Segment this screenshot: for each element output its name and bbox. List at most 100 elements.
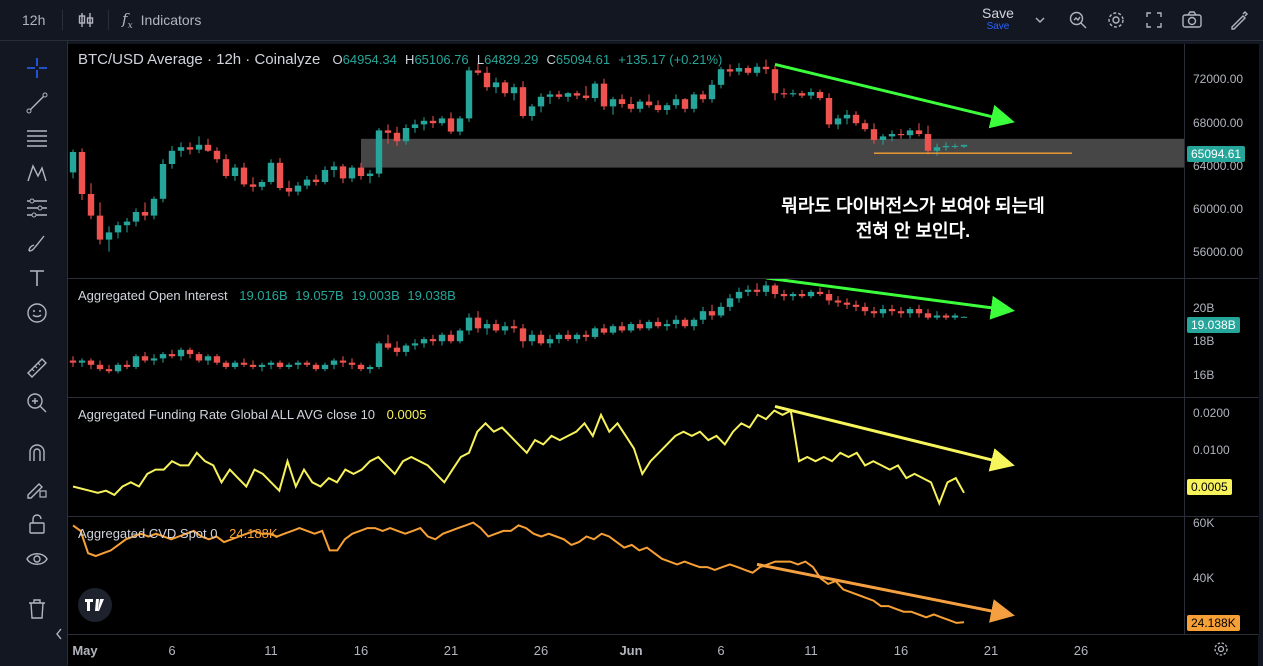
fullscreen-button[interactable] [1144, 0, 1164, 40]
quick-search-button[interactable] [1068, 0, 1088, 40]
brush-tool[interactable] [22, 228, 52, 258]
oi-candle [600, 328, 608, 333]
price-candle [438, 118, 446, 124]
price-candle [600, 83, 608, 107]
zoom-in-icon [27, 393, 47, 413]
oi-candle [609, 326, 617, 333]
price-candle [780, 93, 788, 95]
oi-candle [951, 315, 959, 318]
oi-candle [762, 285, 770, 292]
price-candle [474, 70, 482, 73]
oi-candle [474, 317, 482, 329]
brush-icon [28, 235, 45, 252]
price-pane[interactable]: BTC/USD Average · 12h · Coinalyze O64954… [68, 44, 1184, 278]
price-candle [726, 69, 734, 72]
chevron-left-icon [56, 628, 62, 640]
annotation-text[interactable]: 뭐라도 다이버전스가 보여야 되는데 전혀 안 보인다. [748, 194, 1078, 244]
oi-candle [942, 315, 950, 318]
price-candle [852, 114, 860, 124]
time-tick: 21 [443, 643, 459, 658]
price-axis[interactable]: 72000.00 68000.00 64000.00 60000.00 5600… [1184, 44, 1259, 278]
fib-tool[interactable] [22, 123, 52, 153]
price-candle [348, 167, 356, 179]
oi-axis[interactable]: 20B 18B 16B 19.038B [1184, 279, 1259, 397]
chart-type-button[interactable] [76, 0, 96, 40]
oi-candle [375, 343, 383, 367]
oi-candle [456, 330, 464, 342]
price-candle [636, 101, 644, 109]
price-candle [159, 164, 167, 199]
oi-candle [780, 294, 788, 297]
funding-axis[interactable]: 0.0200 0.0100 0.0005 [1184, 398, 1259, 516]
price-candle [96, 215, 104, 240]
text-tool[interactable] [22, 263, 52, 293]
remove-tool[interactable] [22, 594, 52, 624]
time-axis[interactable]: May 6 11 16 21 26 Jun 6 11 16 21 26 [68, 634, 1258, 666]
pattern-tool[interactable] [22, 158, 52, 188]
price-candle [357, 167, 365, 176]
oi-candle [564, 334, 572, 340]
oi-candle [717, 306, 725, 316]
oi-candle [69, 360, 77, 363]
price-candle [699, 94, 707, 100]
time-tick: May [72, 643, 98, 658]
price-candle [618, 99, 626, 104]
price-candle [114, 225, 122, 233]
cvd-axis[interactable]: 60K 40K 24.188K [1184, 516, 1259, 634]
chevron-down-icon [1035, 17, 1045, 23]
measure-tool[interactable] [22, 353, 52, 383]
open-interest-pane[interactable]: Aggregated Open Interest 19.016B 19.057B… [68, 279, 1184, 397]
oi-title[interactable]: Aggregated Open Interest [78, 288, 228, 303]
cvd-title[interactable]: Aggregated CVD Spot 0 [78, 526, 218, 541]
settings-button[interactable] [1106, 0, 1126, 40]
interval-button[interactable]: 12h [22, 0, 45, 40]
trading-panel-button[interactable] [1229, 0, 1249, 40]
oi-candle [861, 306, 869, 312]
oi-candle [582, 334, 590, 337]
snapshot-button[interactable] [1181, 0, 1203, 40]
tradingview-logo[interactable] [78, 588, 112, 622]
oi-candle [114, 364, 122, 372]
lock-tool[interactable] [22, 509, 52, 539]
crosshair-tool[interactable] [22, 53, 52, 83]
annotation-line-2: 전혀 안 보인다. [855, 221, 971, 241]
stay-drawing-tool[interactable] [22, 473, 52, 503]
oi-candle [78, 360, 86, 363]
trendline-tool[interactable] [22, 88, 52, 118]
chart-settings-button[interactable] [1213, 641, 1229, 662]
magnet-tool[interactable] [22, 438, 52, 468]
oi-candle [150, 358, 158, 361]
oi-candle [573, 334, 581, 340]
funding-pane[interactable]: Aggregated Funding Rate Global ALL AVG c… [68, 398, 1184, 516]
oi-candle [708, 311, 716, 316]
cvd-pane[interactable]: Aggregated CVD Spot 0 24.188K [68, 517, 1184, 634]
hide-tool[interactable] [22, 544, 52, 574]
price-candle [807, 92, 815, 96]
oi-candle [645, 321, 653, 329]
zoom-tool[interactable] [22, 388, 52, 418]
oi-candle [906, 309, 914, 314]
funding-title[interactable]: Aggregated Funding Rate Global ALL AVG c… [78, 407, 376, 422]
price-candle [393, 132, 401, 142]
eye-icon [26, 553, 48, 565]
oi-candle [276, 362, 284, 367]
cvd-badge: 24.188K [1187, 615, 1240, 631]
oi-candle [654, 321, 662, 327]
oi-candle [789, 294, 797, 297]
oi-value-2: 19.057B [295, 288, 344, 303]
annotation-line-1: 뭐라도 다이버전스가 보여야 되는데 [781, 196, 1045, 216]
emoji-tool[interactable] [22, 298, 52, 328]
price-candle [204, 144, 212, 151]
collapse-toolbar-button[interactable] [52, 619, 66, 649]
price-candle [951, 146, 959, 147]
prediction-tool[interactable] [22, 193, 52, 223]
price-candle [519, 87, 527, 116]
save-menu-button[interactable] [1033, 0, 1047, 40]
indicators-button[interactable]: fx Indicators [122, 0, 201, 40]
trend-arrow [756, 562, 1015, 623]
save-button[interactable]: Save Save [982, 0, 1014, 40]
camera-icon [1182, 11, 1202, 28]
symbol-title[interactable]: BTC/USD Average · 12h · Coinalyze [78, 51, 321, 68]
oi-candle [222, 362, 230, 367]
oi-candle [393, 347, 401, 352]
